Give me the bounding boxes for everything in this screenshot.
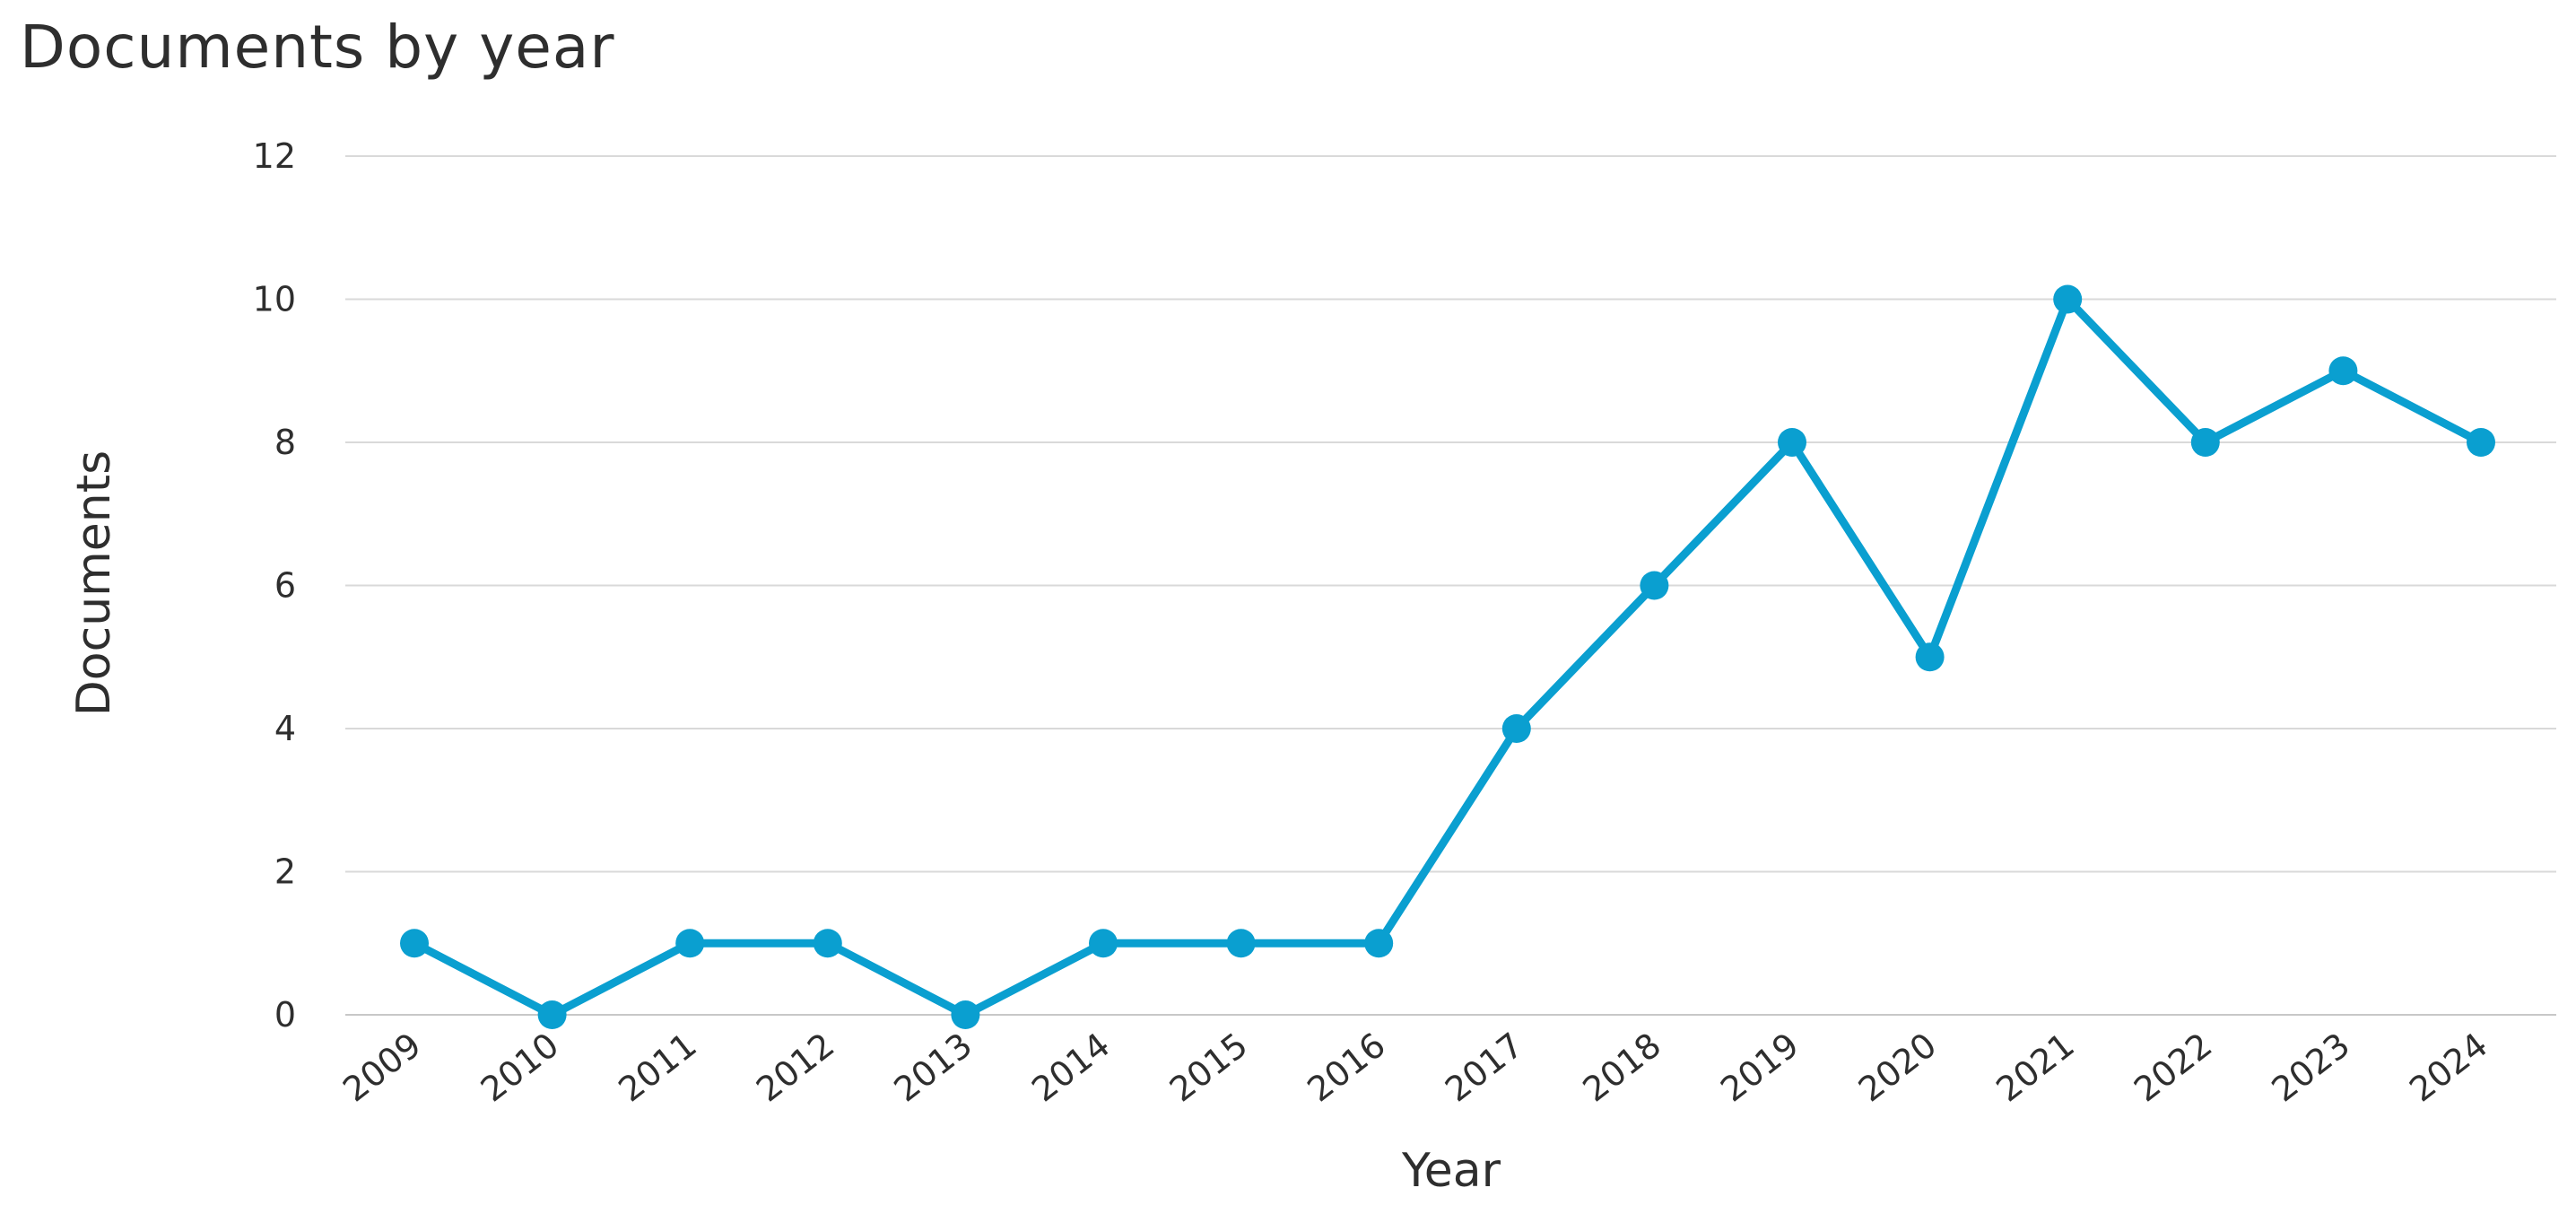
- data-point[interactable]: [951, 1000, 980, 1029]
- x-tick-label: 2012: [749, 1025, 841, 1109]
- data-point[interactable]: [2328, 356, 2358, 386]
- data-point[interactable]: [1226, 929, 1256, 958]
- y-axis-ticks: 0 2 4 6 8 10 12: [253, 136, 296, 1035]
- x-tick-label: 2018: [1576, 1025, 1668, 1109]
- data-point[interactable]: [537, 1000, 567, 1029]
- x-tick-label: 2014: [1024, 1025, 1117, 1109]
- data-point[interactable]: [1501, 714, 1531, 743]
- x-tick-label: 2020: [1851, 1025, 1944, 1109]
- x-tick-label: 2021: [1989, 1025, 2081, 1109]
- data-point[interactable]: [400, 929, 429, 958]
- y-axis-title: Documents: [67, 450, 121, 717]
- x-tick-label: 2022: [2127, 1025, 2219, 1109]
- x-tick-label: 2015: [1162, 1025, 1255, 1109]
- x-axis-title: Year: [1401, 1144, 1501, 1198]
- y-tick-label: 2: [274, 852, 296, 892]
- chart-title: Documents by year: [20, 13, 615, 82]
- series-group: [400, 284, 2495, 1029]
- y-tick-label: 12: [253, 136, 296, 176]
- x-axis-ticks: 2009 2010 2011 2012 2013 2014 2015 2016 2017 2018…: [335, 1025, 2494, 1109]
- data-point[interactable]: [2190, 428, 2220, 457]
- y-tick-label: 8: [274, 423, 296, 462]
- data-point[interactable]: [1364, 929, 1394, 958]
- data-point[interactable]: [2053, 284, 2083, 314]
- x-tick-label: 2009: [335, 1025, 428, 1109]
- x-tick-label: 2023: [2265, 1025, 2357, 1109]
- y-tick-label: 10: [253, 280, 296, 319]
- data-point[interactable]: [1640, 571, 1669, 600]
- data-point[interactable]: [1915, 642, 1945, 672]
- x-tick-label: 2016: [1300, 1025, 1392, 1109]
- data-point[interactable]: [2467, 428, 2495, 457]
- x-tick-label: 2017: [1438, 1025, 1530, 1109]
- x-tick-label: 2024: [2402, 1025, 2494, 1109]
- series-line: [410, 295, 2485, 1019]
- x-tick-label: 2010: [474, 1025, 566, 1109]
- x-tick-label: 2011: [611, 1025, 703, 1109]
- y-tick-label: 6: [274, 566, 296, 606]
- data-point[interactable]: [813, 929, 842, 958]
- x-tick-label: 2013: [887, 1025, 979, 1109]
- data-point[interactable]: [1089, 929, 1118, 958]
- y-tick-label: 4: [274, 709, 296, 748]
- y-tick-label: 0: [274, 995, 296, 1035]
- data-point[interactable]: [675, 929, 705, 958]
- x-tick-label: 2019: [1713, 1025, 1806, 1109]
- grid-lines: [345, 155, 2556, 1016]
- data-point[interactable]: [1778, 428, 1806, 457]
